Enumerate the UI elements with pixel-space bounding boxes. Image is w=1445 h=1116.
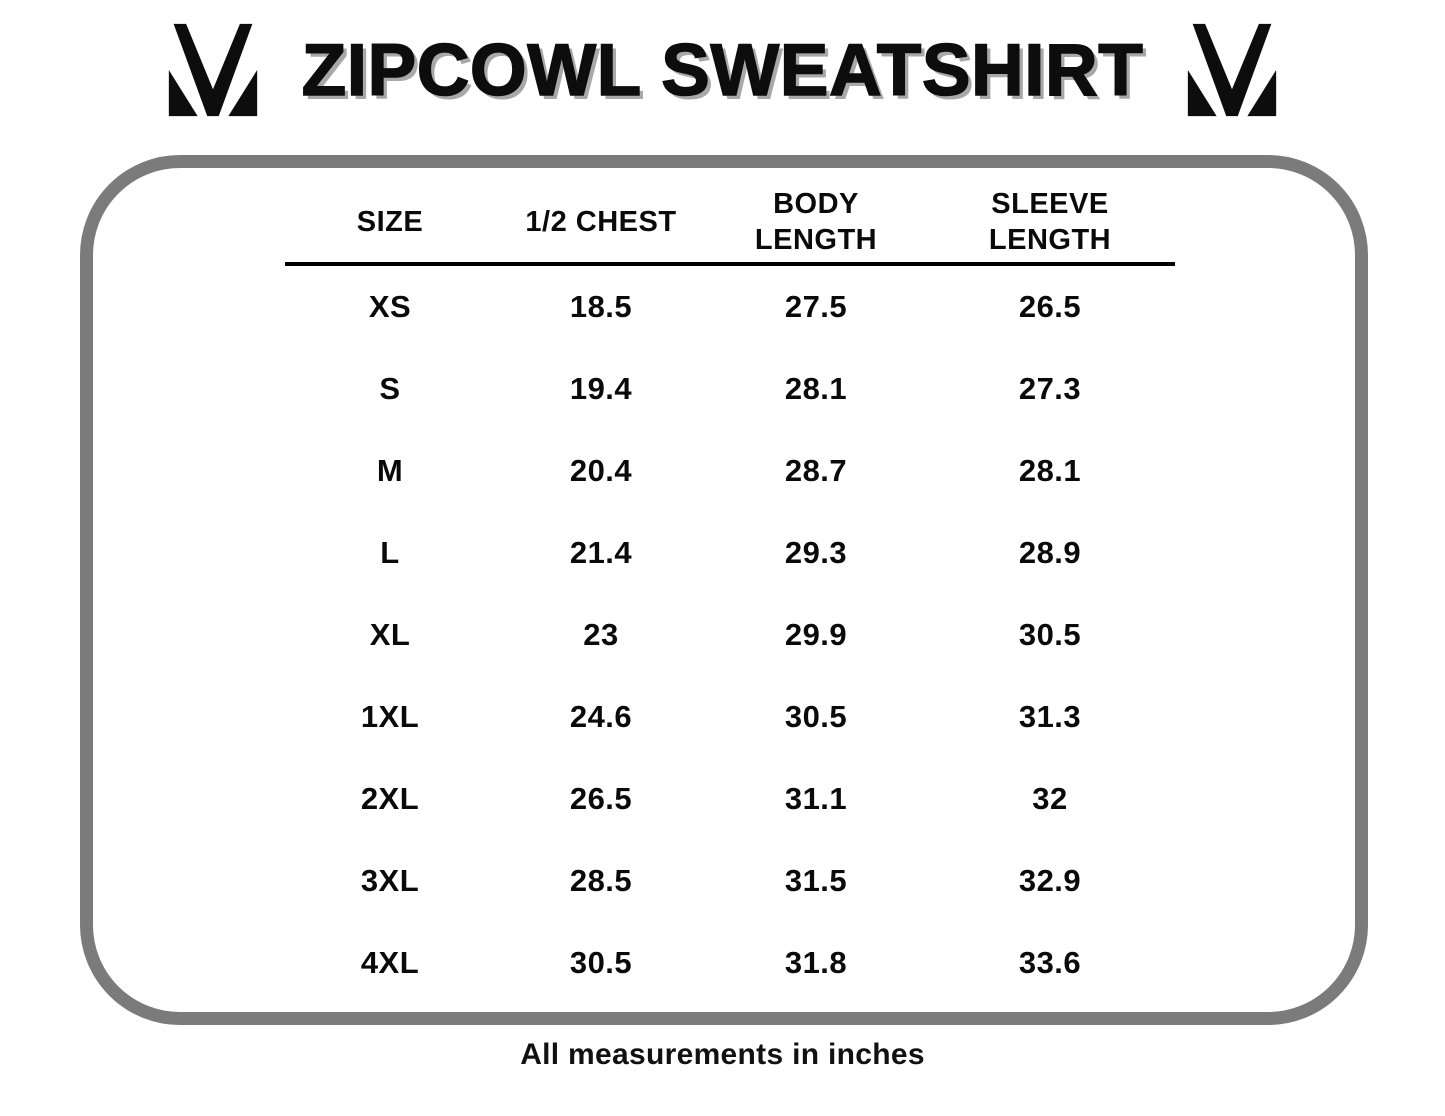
half-chest-value: 21.4: [569, 535, 633, 570]
column-header-half-chest: 1/2 CHEST: [525, 205, 677, 238]
sleeve-length-value: 33.6: [1018, 945, 1082, 980]
half-chest-value: 20.4: [569, 453, 633, 488]
body-length-value: 30.5: [784, 699, 848, 734]
table-row-m: M 20.4 28.7 28.1: [285, 430, 1175, 512]
table-row-xl: XL 23 29.9 30.5: [285, 594, 1175, 676]
table-row-3xl: 3XL 28.5 31.5 32.9: [285, 840, 1175, 922]
m-monogram-logo-left: [168, 23, 257, 117]
body-length-value: 28.1: [784, 371, 848, 406]
body-length-value: 31.8: [784, 945, 848, 980]
sleeve-length-value: 27.3: [1018, 371, 1082, 406]
sleeve-length-value: 26.5: [1018, 289, 1082, 324]
header-divider: [285, 262, 1175, 266]
sleeve-length-value: 31.3: [1018, 699, 1082, 734]
body-length-value: 29.3: [784, 535, 848, 570]
sleeve-length-value: 32: [1032, 781, 1068, 816]
size-label: S: [379, 371, 401, 406]
half-chest-value: 23: [583, 617, 619, 652]
column-header-size: SIZE: [356, 205, 424, 238]
body-length-value: 29.9: [784, 617, 848, 652]
body-length-value: 31.1: [784, 781, 848, 816]
table-row-1xl: 1XL 24.6 30.5 31.3: [285, 676, 1175, 758]
half-chest-value: 24.6: [569, 699, 633, 734]
body-length-value: 28.7: [784, 453, 848, 488]
half-chest-value: 18.5: [569, 289, 633, 324]
table-row-xs: XS 18.5 27.5 26.5: [285, 266, 1175, 348]
half-chest-value: 26.5: [569, 781, 633, 816]
size-label: 4XL: [360, 945, 420, 980]
column-header-sleeve-length: SLEEVE LENGTH: [988, 187, 1112, 256]
body-length-value: 27.5: [784, 289, 848, 324]
half-chest-value: 19.4: [569, 371, 633, 406]
table-row-2xl: 2XL 26.5 31.1 32: [285, 758, 1175, 840]
table-row-4xl: 4XL 30.5 31.8 33.6: [285, 922, 1175, 1004]
m-monogram-logo-right: [1188, 23, 1277, 117]
size-label: L: [380, 535, 400, 570]
table-row-s: S 19.4 28.1 27.3: [285, 348, 1175, 430]
sleeve-length-value: 30.5: [1018, 617, 1082, 652]
size-label: 2XL: [360, 781, 420, 816]
header: ZIPCOWL SWEATSHIRT: [0, 22, 1445, 118]
half-chest-value: 28.5: [569, 863, 633, 898]
size-chart-frame: [80, 155, 1368, 1025]
size-table: SIZE 1/2 CHEST BODY LENGTH SLEEVE LENGTH…: [285, 182, 1175, 1004]
size-label: M: [376, 453, 404, 488]
sleeve-length-value: 28.9: [1018, 535, 1082, 570]
table-header-row: SIZE 1/2 CHEST BODY LENGTH SLEEVE LENGTH: [285, 182, 1175, 262]
size-label: 1XL: [360, 699, 420, 734]
sleeve-length-value: 28.1: [1018, 453, 1082, 488]
size-label: XL: [369, 617, 411, 652]
sleeve-length-value: 32.9: [1018, 863, 1082, 898]
size-label: 3XL: [360, 863, 420, 898]
size-label: XS: [368, 289, 412, 324]
page-title: ZIPCOWL SWEATSHIRT: [301, 29, 1144, 111]
body-length-value: 31.5: [784, 863, 848, 898]
table-row-l: L 21.4 29.3 28.9: [285, 512, 1175, 594]
column-header-body-length: BODY LENGTH: [754, 187, 878, 256]
measurements-note: All measurements in inches: [520, 1038, 925, 1071]
half-chest-value: 30.5: [569, 945, 633, 980]
